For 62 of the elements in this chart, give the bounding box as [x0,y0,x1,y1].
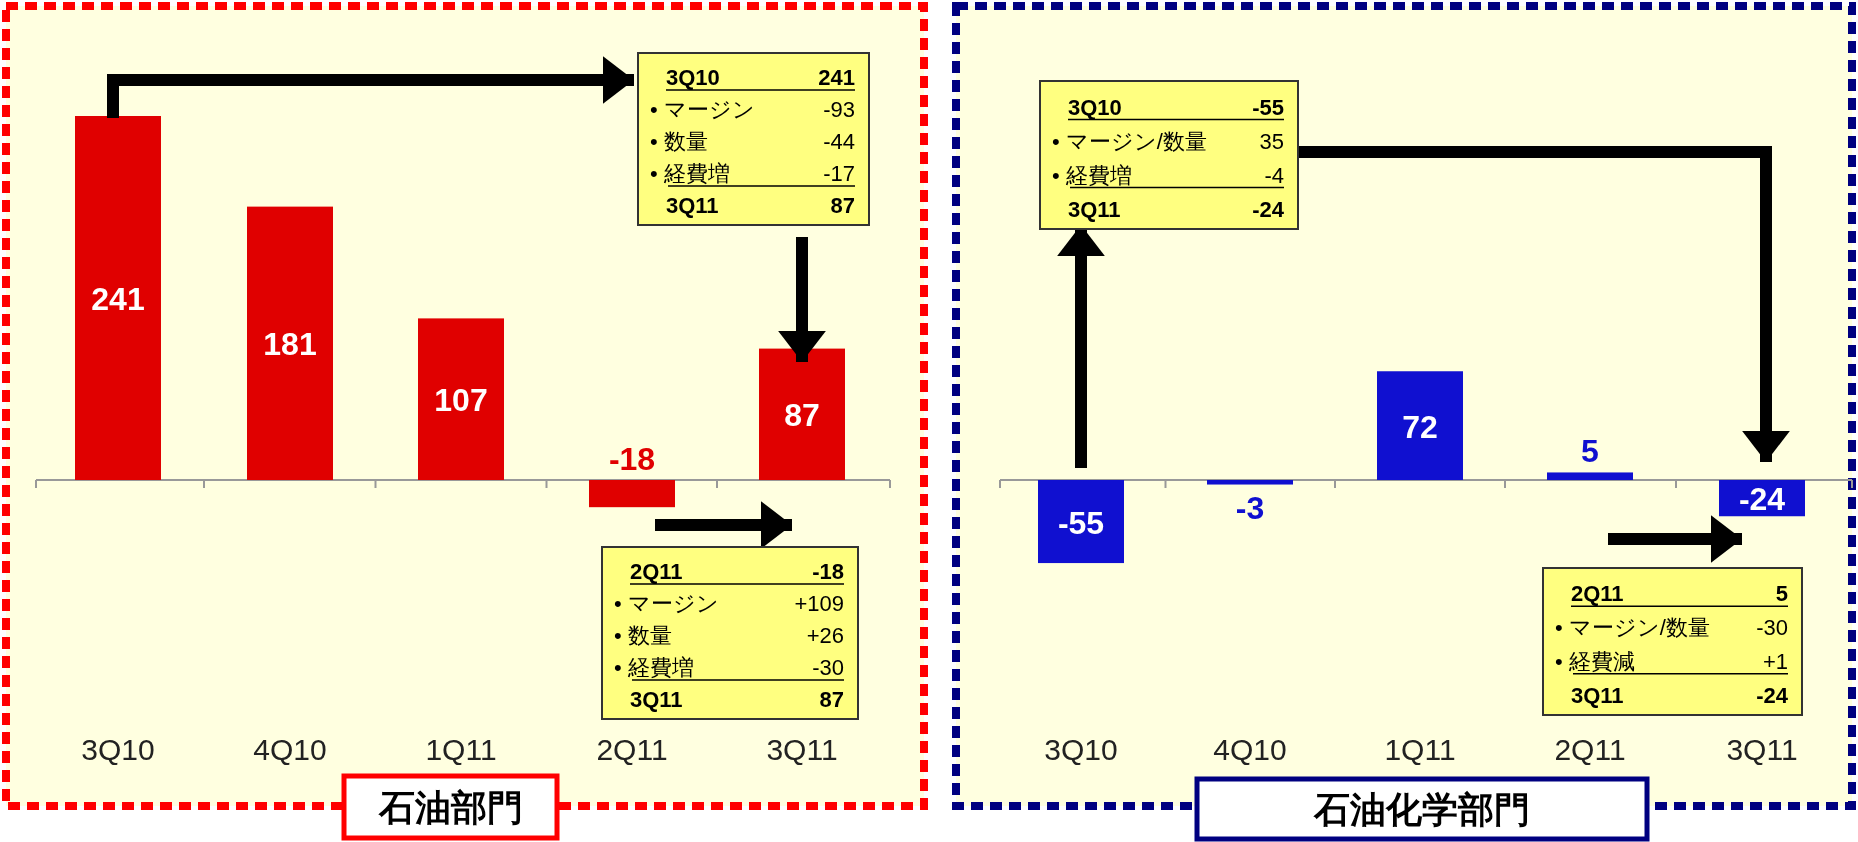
data-label: 241 [91,281,145,317]
annotation: 3Q11 [666,193,719,218]
text: +26 [806,623,844,648]
text: 87 [819,687,844,712]
annotation: 87 [830,193,855,218]
text: 3Q11 [1068,196,1121,222]
text: • 経費増 [614,655,694,680]
data-label: 87 [784,397,820,434]
x-tick-label: 4Q10 [253,733,327,766]
x-tick-label: 4Q10 [1213,733,1287,766]
x-tick-label: 3Q11 [766,733,838,766]
text: -30 [1756,615,1788,641]
text: 5 [1775,581,1788,607]
x-tick-label: 3Q10 [81,733,155,766]
x-tick-label: 3Q11 [1726,733,1798,766]
text: • 経費減 [1555,648,1635,674]
annotation: • 経費増 [650,161,730,186]
x-tick-label: 1Q11 [425,733,497,766]
data-label: 5 [1581,433,1599,470]
text: 2Q11 [1571,581,1624,607]
text: -55 [1252,94,1284,120]
text: • マージン/数量 [1555,615,1710,641]
annotation: -93 [823,97,855,122]
annotation: -44 [823,129,855,154]
x-tick-label: 2Q11 [1554,733,1626,766]
annotation: -17 [823,161,855,186]
bar [75,116,161,480]
data-label: -24 [1738,481,1786,518]
x-tick-label: 1Q11 [1384,733,1456,766]
data-label: 107 [434,382,488,419]
text: -18 [812,559,844,584]
text: 3Q11 [630,687,683,712]
text: • マージン/数量 [1052,128,1207,154]
annotation: • マージン [650,97,755,122]
text: -24 [1756,682,1789,708]
data-label: -3 [1235,489,1265,526]
text: +1 [1762,648,1788,674]
text: 3Q10 [1068,94,1122,120]
bar [589,480,675,508]
text: 35 [1259,128,1284,154]
text: +109 [794,591,844,616]
text: 石油化学部門 [1313,789,1530,830]
text: • 経費増 [1052,162,1132,188]
annotation: • 数量 [650,129,708,154]
x-tick-label: 3Q10 [1044,733,1118,766]
bar [247,206,333,480]
x-tick-label: 2Q11 [596,733,668,766]
text: • 数量 [614,623,672,648]
text: 2Q11 [630,559,683,584]
data-label: 72 [1402,408,1438,445]
text: -24 [1252,196,1285,222]
text: 3Q10 [666,65,720,90]
data-label: -55 [1057,504,1105,541]
text: 241 [818,65,855,90]
bar [418,318,504,480]
data-label: 181 [263,326,317,363]
text: -30 [812,655,844,680]
text: • マージン [614,591,719,616]
data-label: -18 [608,441,656,477]
text: 3Q11 [1571,682,1624,708]
text: -4 [1264,162,1284,188]
text: 石油部門 [377,787,523,828]
